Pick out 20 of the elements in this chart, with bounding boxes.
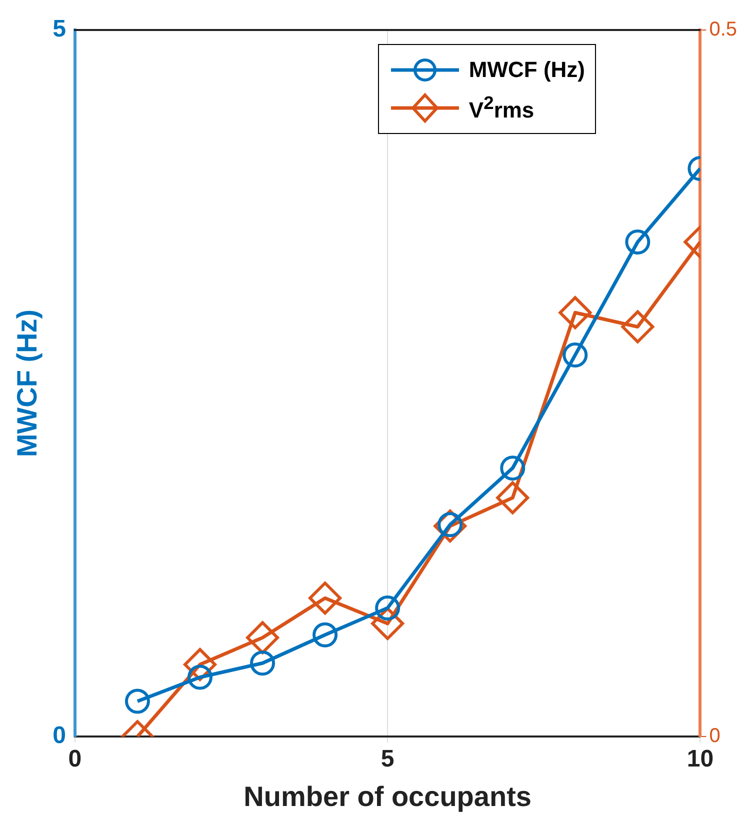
y2-tick-label: 0.5 — [709, 18, 738, 41]
point — [250, 650, 276, 676]
legend-label: V$^{2}$rms — [468, 92, 534, 124]
legend-label: MWCF (Hz) — [468, 57, 585, 83]
x-tick-label: 5 — [380, 746, 394, 773]
y2-tick-label: 0 — [709, 725, 720, 748]
point — [124, 688, 150, 714]
x-tick-label: 10 — [686, 746, 714, 773]
point — [621, 310, 654, 344]
point — [308, 582, 342, 615]
point — [312, 622, 338, 648]
x-axis-title: Number of occupants — [244, 780, 532, 812]
point — [562, 342, 588, 368]
y-axis-title: MWCF (Hz) — [12, 309, 43, 458]
point — [246, 621, 280, 654]
point — [500, 456, 526, 481]
point — [496, 481, 530, 514]
point — [375, 596, 400, 620]
point — [625, 229, 650, 254]
point — [558, 296, 592, 330]
